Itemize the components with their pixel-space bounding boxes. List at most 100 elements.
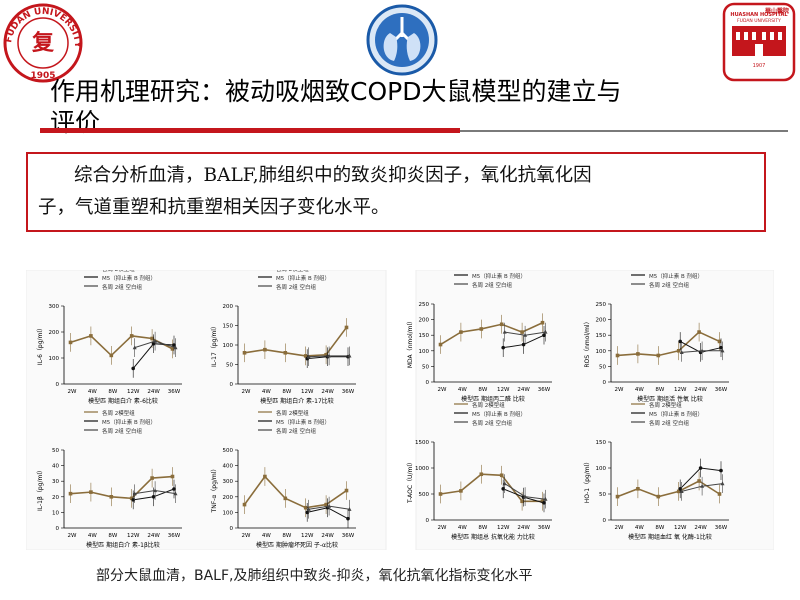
x-tick-label: 4W <box>635 525 644 531</box>
x-tick-label: 2W <box>242 533 251 539</box>
y-tick-label: 200 <box>596 318 607 324</box>
y-axis-label: ROS（nmol/ml） <box>584 318 591 367</box>
data-point <box>303 505 308 510</box>
y-tick-label: 50 <box>226 363 233 369</box>
y-tick-label: 0 <box>56 526 60 532</box>
x-tick-label: 2W <box>242 389 251 395</box>
legend-label: 各周 2组 空白组 <box>649 281 689 289</box>
data-point <box>68 491 73 496</box>
x-tick-label: 8W <box>655 387 664 393</box>
data-point <box>502 481 507 486</box>
x-tick-label: 2W <box>68 389 77 395</box>
data-point <box>150 336 154 341</box>
data-point <box>306 354 311 359</box>
data-point <box>438 492 443 496</box>
x-axis-label: 模型匹 期组白介 素-17比较 <box>260 397 334 405</box>
data-point <box>305 510 310 515</box>
data-point <box>109 495 114 499</box>
x-tick-label: 4W <box>88 389 97 395</box>
data-point <box>303 354 308 358</box>
legend-label: 各周 2模型组 <box>472 401 505 409</box>
y-tick-label: 0 <box>603 518 607 524</box>
legend-label: 各周 2模型组 <box>649 401 682 409</box>
y-axis-label: IL-6（pg/ml） <box>37 325 44 365</box>
x-tick-label: 2W <box>438 387 447 393</box>
x-tick-label: 24W <box>517 387 530 393</box>
data-point <box>615 494 620 499</box>
x-tick-label: 24W <box>147 533 160 539</box>
data-point <box>520 499 524 504</box>
data-point <box>324 352 328 357</box>
x-tick-label: 8W <box>108 389 117 395</box>
data-point <box>327 503 332 508</box>
legend-label: M5（抑止素 B 剂组） <box>276 418 330 426</box>
data-point <box>346 516 350 521</box>
y-tick-label: 0 <box>56 382 60 388</box>
series-line <box>243 475 347 509</box>
y-axis-label: HO-1（pg/ml） <box>584 459 591 504</box>
series-line <box>440 473 543 503</box>
y-tick-label: 30 <box>52 479 59 485</box>
y-tick-label: 100 <box>596 466 607 472</box>
lungs-emblem-icon <box>366 4 438 76</box>
x-tick-label: 12W <box>674 387 687 393</box>
data-point <box>129 496 134 501</box>
data-point <box>479 472 484 477</box>
data-point <box>501 487 506 491</box>
data-point <box>636 352 640 356</box>
y-tick-label: 200 <box>49 330 60 336</box>
logo-right-en1: HUASHAN HOSPITAL <box>730 12 788 18</box>
data-point <box>89 490 93 494</box>
series-line <box>617 480 720 498</box>
data-point <box>521 342 526 347</box>
y-tick-label: 10 <box>52 510 59 516</box>
legend-label: M5（抑止素 B 剂组） <box>472 410 526 418</box>
data-point <box>324 502 328 507</box>
x-tick-label: 8W <box>282 533 291 539</box>
data-point <box>678 339 682 344</box>
x-tick-label: 36W <box>342 533 355 539</box>
data-point <box>173 491 178 496</box>
legend-label: 各周 2组 空白组 <box>276 427 316 435</box>
x-axis-label: 模型匹 期组丙二醛 比较 <box>461 395 525 403</box>
legend-label: M5（抑止素 B 剂组） <box>649 272 703 280</box>
data-point <box>153 338 158 343</box>
data-point <box>344 488 349 493</box>
data-point <box>540 499 545 504</box>
series-line <box>244 326 348 357</box>
data-point <box>283 351 288 355</box>
data-point <box>170 347 175 351</box>
data-point <box>697 479 701 483</box>
data-point <box>499 473 504 478</box>
data-point <box>263 347 267 352</box>
x-tick-label: 24W <box>694 387 707 393</box>
data-point <box>720 481 725 486</box>
data-point <box>89 334 93 338</box>
y-tick-label: 150 <box>419 333 430 339</box>
y-tick-label: 250 <box>419 302 430 308</box>
y-tick-label: 0 <box>230 382 234 388</box>
legend-label: 各周 2组 空白组 <box>102 427 142 435</box>
data-point <box>543 497 548 501</box>
data-point <box>678 487 682 491</box>
x-tick-label: 12W <box>497 387 510 393</box>
y-tick-label: 50 <box>599 492 606 498</box>
data-point <box>542 501 546 505</box>
data-point <box>543 329 548 334</box>
x-tick-label: 36W <box>168 389 181 395</box>
x-tick-label: 36W <box>168 533 181 539</box>
logo-left-year: 1905 <box>30 71 55 81</box>
data-point <box>459 330 463 334</box>
data-point <box>697 330 701 334</box>
x-tick-label: 36W <box>538 387 551 393</box>
data-point <box>520 330 524 334</box>
legend-label: 各周 2模型组 <box>102 409 135 417</box>
summary-line1: 综合分析血清，BALF,肺组织中的致炎抑炎因子，氧化抗氧化因 <box>74 165 592 186</box>
figure-caption: 部分大鼠血清，BALF,及肺组织中致炎-抑炎，氧化抗氧化指标变化水平 <box>96 568 533 584</box>
x-tick-label: 8W <box>478 387 487 393</box>
